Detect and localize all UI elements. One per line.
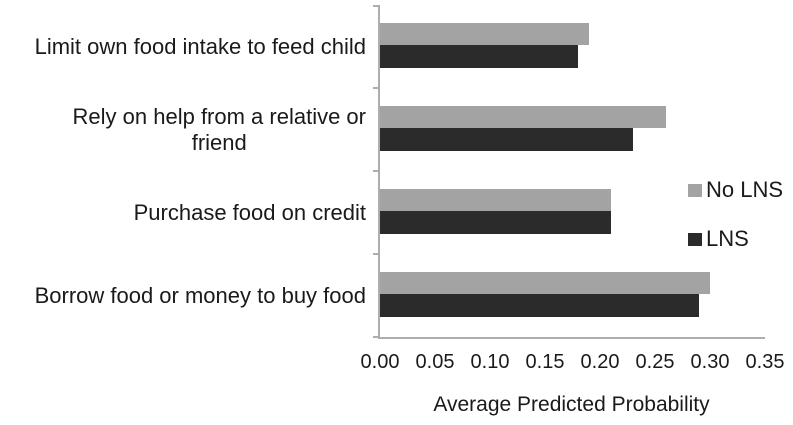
bar-lns	[380, 45, 578, 68]
y-axis-tick	[373, 5, 378, 7]
x-tick-label: 0.25	[635, 351, 675, 373]
x-tick-label: 0.35	[745, 351, 785, 373]
x-tick-label: 0.05	[415, 351, 455, 373]
category-label-text: Purchase food on credit	[133, 199, 366, 225]
bar-no-lns	[380, 23, 589, 45]
y-axis-tick	[373, 336, 378, 338]
x-tick-label: 0.00	[360, 351, 400, 373]
x-tick-label: 0.15	[525, 351, 565, 373]
category-label-text: Borrow food or money to buy food	[34, 282, 366, 308]
x-axis-ticks: 0.00 0.05 0.10 0.15 0.20 0.25 0.30 0.35	[0, 351, 793, 379]
legend: No LNS LNS	[688, 177, 783, 252]
bar-no-lns	[380, 106, 666, 128]
legend-label: LNS	[706, 226, 749, 251]
category-label: Purchase food on credit	[0, 171, 366, 254]
legend-item-lns: LNS	[688, 226, 783, 252]
y-axis-tick	[373, 253, 378, 255]
category-label-text: Limit own food intake to feed child	[34, 33, 366, 59]
legend-swatch	[688, 232, 702, 246]
category-label: Rely on help from a relative or friend	[0, 88, 366, 171]
x-tick-label: 0.20	[580, 351, 620, 373]
bar-no-lns	[380, 272, 710, 294]
legend-item-no-lns: No LNS	[688, 177, 783, 203]
x-tick-label: 0.10	[470, 351, 510, 373]
category-label: Limit own food intake to feed child	[0, 5, 366, 88]
category-label: Borrow food or money to buy food	[0, 254, 366, 337]
x-axis-title: Average Predicted Probability	[433, 393, 710, 416]
bar-lns	[380, 294, 699, 317]
plot-area	[373, 5, 765, 339]
legend-swatch	[688, 183, 702, 197]
bar-no-lns	[380, 189, 611, 211]
y-axis-tick	[373, 87, 378, 89]
category-label-text: Rely on help from a relative or friend	[72, 104, 366, 155]
legend-label: No LNS	[706, 177, 784, 202]
bar-lns	[380, 211, 611, 234]
x-tick-label: 0.30	[690, 351, 730, 373]
bar-lns	[380, 128, 633, 151]
category-axis: Limit own food intake to feed child Rely …	[0, 5, 366, 337]
y-axis-tick	[373, 170, 378, 172]
